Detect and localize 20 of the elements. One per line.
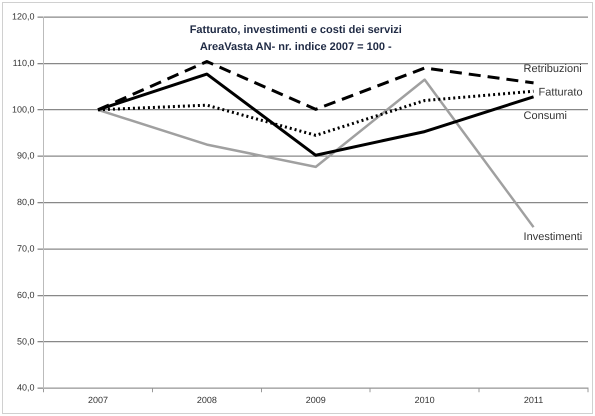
x-tick-label: 2011 [524, 395, 544, 406]
x-tick-label: 2007 [88, 395, 108, 406]
y-tick-label: 40,0 [16, 382, 35, 393]
x-tick-label: 2010 [414, 395, 435, 406]
y-tick-label: 90,0 [16, 150, 35, 161]
y-tick-label: 100,0 [12, 104, 35, 114]
text: Fatturato, investimenti e costi dei servizi [190, 24, 402, 36]
series-label: Retribuzioni [524, 62, 582, 75]
series-label: Fatturato [538, 86, 583, 98]
y-tick-label: 60,0 [16, 290, 35, 300]
series-label: Investimenti [524, 231, 582, 244]
y-tick-label: 70,0 [16, 243, 35, 254]
x-tick-label: 2009 [306, 395, 326, 406]
y-tick-label: 80,0 [16, 197, 35, 208]
y-tick-label: 50,0 [16, 336, 35, 346]
y-tick-label: 110,0 [12, 58, 35, 68]
y-tick-label: 120,0 [12, 11, 35, 22]
text: AreaVasta AN- nr. indice 2007 = 100 - [200, 41, 392, 54]
series-label: Consumi [524, 110, 567, 122]
x-tick-label: 2008 [196, 395, 217, 406]
